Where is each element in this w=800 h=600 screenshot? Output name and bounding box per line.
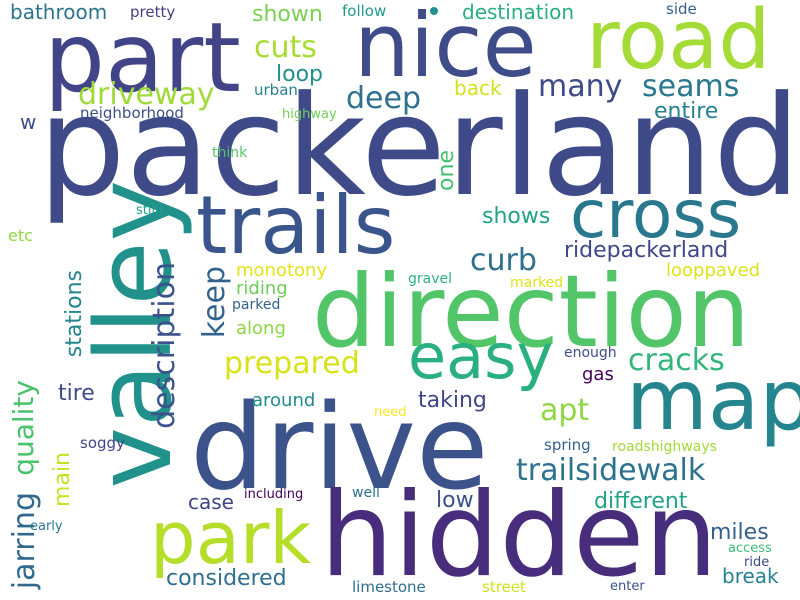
word: driveway (78, 77, 215, 112)
word: monotony (236, 260, 328, 281)
word: stations (62, 270, 87, 358)
word: description (147, 262, 182, 429)
word: bathroom (10, 0, 108, 24)
word: gas (582, 364, 614, 385)
word: quality (7, 380, 40, 476)
word: early (30, 519, 63, 534)
word: think (212, 145, 248, 161)
word: etc (8, 226, 33, 245)
word: cracks (628, 343, 725, 378)
word: access (728, 541, 772, 556)
word: around (252, 390, 316, 411)
word: neighborhood (80, 104, 184, 122)
word: park (150, 496, 312, 580)
word: many (538, 69, 623, 104)
word: jarring (7, 492, 42, 590)
word: ridepackerland (564, 238, 729, 263)
word: street (482, 578, 526, 596)
word: direction (312, 253, 751, 370)
word: main (50, 452, 75, 507)
word: enter (610, 579, 645, 594)
word: miles (710, 520, 769, 545)
word: drive (190, 378, 489, 516)
word: side (666, 0, 697, 18)
word: looppaved (666, 260, 761, 281)
word: parked (232, 297, 281, 313)
word: road (586, 0, 771, 88)
word: map (626, 351, 800, 449)
word: different (594, 489, 688, 514)
word: destination (462, 0, 575, 24)
word: gravel (408, 271, 453, 287)
word: ride (744, 555, 770, 570)
word: taking (418, 388, 487, 413)
word: along (236, 318, 286, 339)
word: low (436, 488, 474, 513)
word: well (352, 485, 380, 501)
word: nice (354, 0, 537, 97)
word: trailsidewalk (516, 453, 706, 488)
word: marked (510, 275, 564, 291)
word: riding (236, 278, 288, 299)
word: apt (540, 393, 590, 428)
dot (430, 7, 438, 15)
word: roadshighways (612, 439, 717, 455)
word: hidden (320, 468, 718, 600)
word: pretty (130, 3, 176, 21)
word: stilli (136, 203, 163, 218)
word: tire (58, 381, 95, 406)
word: highway (282, 107, 337, 122)
word: seams (642, 69, 740, 104)
word: cuts (254, 30, 317, 65)
word: one (434, 150, 459, 191)
word: urban (254, 81, 298, 99)
word: trails (196, 179, 396, 272)
word: spring (544, 436, 591, 454)
word: shows (482, 204, 551, 229)
word: keep (197, 266, 232, 339)
word: entire (654, 99, 719, 124)
word: prepared (224, 346, 360, 381)
word: case (188, 490, 234, 514)
word: follow (342, 2, 387, 20)
word: enough (564, 345, 617, 361)
word: limestone (352, 578, 426, 596)
word: considered (166, 566, 287, 591)
word: break (722, 564, 779, 588)
word: packerland (38, 66, 800, 227)
word: part (44, 2, 241, 114)
word: including (244, 487, 304, 502)
word: shown (252, 2, 323, 27)
word: curb (470, 243, 537, 278)
word: easy (408, 320, 554, 393)
word: soggy (80, 434, 125, 452)
word: back (454, 76, 502, 100)
word: w (20, 110, 37, 134)
word: need (374, 405, 407, 420)
word: loop (276, 62, 323, 87)
word: deep (346, 81, 421, 116)
word: cross (570, 176, 742, 253)
